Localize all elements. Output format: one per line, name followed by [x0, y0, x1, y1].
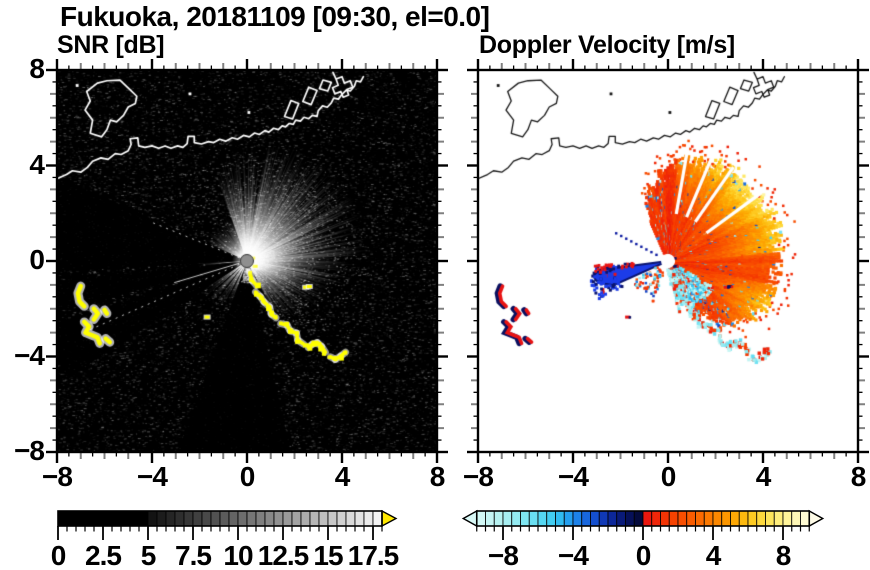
snr-y-tick-label: −4 [14, 339, 45, 371]
snr-x-tick-label: −4 [137, 461, 168, 492]
snr-colorbar-tick-label: 7.5 [175, 540, 212, 570]
velocity-x-tick-label: 4 [755, 461, 772, 492]
velocity-x-tick-label: −4 [558, 461, 589, 492]
velocity-colorbar-tick-label: −8 [488, 540, 519, 570]
velocity-ppi-plot [478, 70, 858, 452]
velocity-x-tick-label: −8 [463, 461, 494, 492]
velocity-x-tick-label: 0 [660, 461, 677, 492]
snr-colorbar-tick-label: 12.5 [257, 540, 309, 570]
snr-y-tick-label: 8 [29, 53, 45, 84]
panel-title-snr: SNR [dB] [57, 31, 165, 59]
snr-x-tick-label: −8 [42, 461, 73, 492]
snr-y-tick-label: −8 [14, 435, 45, 466]
snr-colorbar-tick-label: 15 [313, 540, 343, 570]
snr-x-tick-label: 8 [429, 461, 446, 492]
velocity-colorbar-tick-label: 8 [775, 540, 792, 570]
snr-colorbar-tick-label: 17.5 [347, 540, 399, 570]
velocity-colorbar-tick-label: 0 [635, 540, 652, 570]
velocity-colorbar-tick-label: 4 [705, 540, 722, 570]
velocity-x-tick-label: 8 [850, 461, 867, 492]
snr-y-tick-label: 0 [29, 244, 45, 275]
snr-ppi-plot [57, 70, 437, 452]
snr-colorbar-tick-label: 2.5 [85, 540, 122, 570]
snr-x-tick-label: 4 [334, 461, 351, 492]
snr-colorbar-tick-label: 0 [50, 540, 67, 570]
snr-colorbar-tick-label: 10 [223, 540, 253, 570]
figure-title: Fukuoka, 20181109 [09:30, el=0.0] [60, 1, 490, 32]
snr-y-tick-label: 4 [29, 148, 45, 180]
snr-colorbar-tick-label: 5 [140, 540, 157, 570]
snr-x-tick-label: 0 [239, 461, 256, 492]
velocity-colorbar-tick-label: −4 [558, 540, 589, 570]
panel-title-velocity: Doppler Velocity [m/s] [479, 31, 735, 59]
